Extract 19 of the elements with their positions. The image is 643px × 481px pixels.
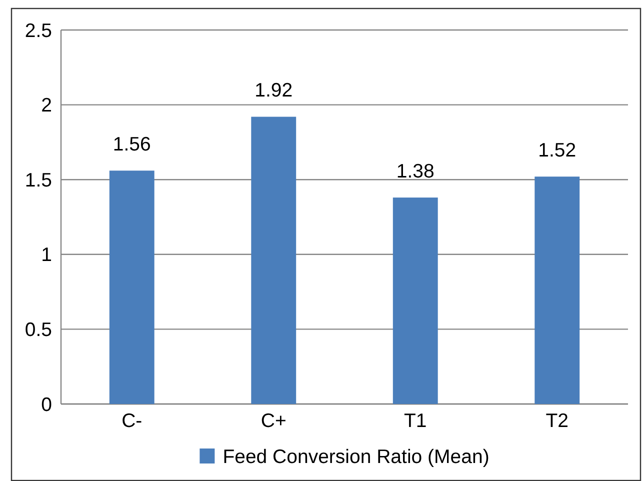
data-label: 1.52 bbox=[538, 139, 576, 162]
bar bbox=[392, 198, 438, 404]
y-tick-label: 0.5 bbox=[24, 319, 52, 342]
x-tick-label: T1 bbox=[404, 410, 427, 432]
data-label: 1.56 bbox=[112, 133, 151, 156]
bar bbox=[109, 170, 154, 404]
y-tick-label: 2 bbox=[41, 94, 52, 117]
bar bbox=[534, 176, 580, 404]
x-tick-label: C- bbox=[122, 410, 142, 432]
y-tick-label: 2.5 bbox=[24, 20, 52, 42]
data-label: 1.92 bbox=[254, 80, 293, 102]
y-tick-label: 0 bbox=[41, 394, 52, 416]
data-label: 1.38 bbox=[396, 160, 434, 182]
bar bbox=[251, 116, 296, 404]
y-tick-label: 1 bbox=[41, 244, 52, 266]
x-tick-label: T2 bbox=[546, 410, 569, 432]
y-tick-label: 1.5 bbox=[24, 169, 52, 192]
legend-label: Feed Conversion Ratio (Mean) bbox=[222, 446, 490, 468]
x-tick-label: C+ bbox=[260, 410, 286, 432]
